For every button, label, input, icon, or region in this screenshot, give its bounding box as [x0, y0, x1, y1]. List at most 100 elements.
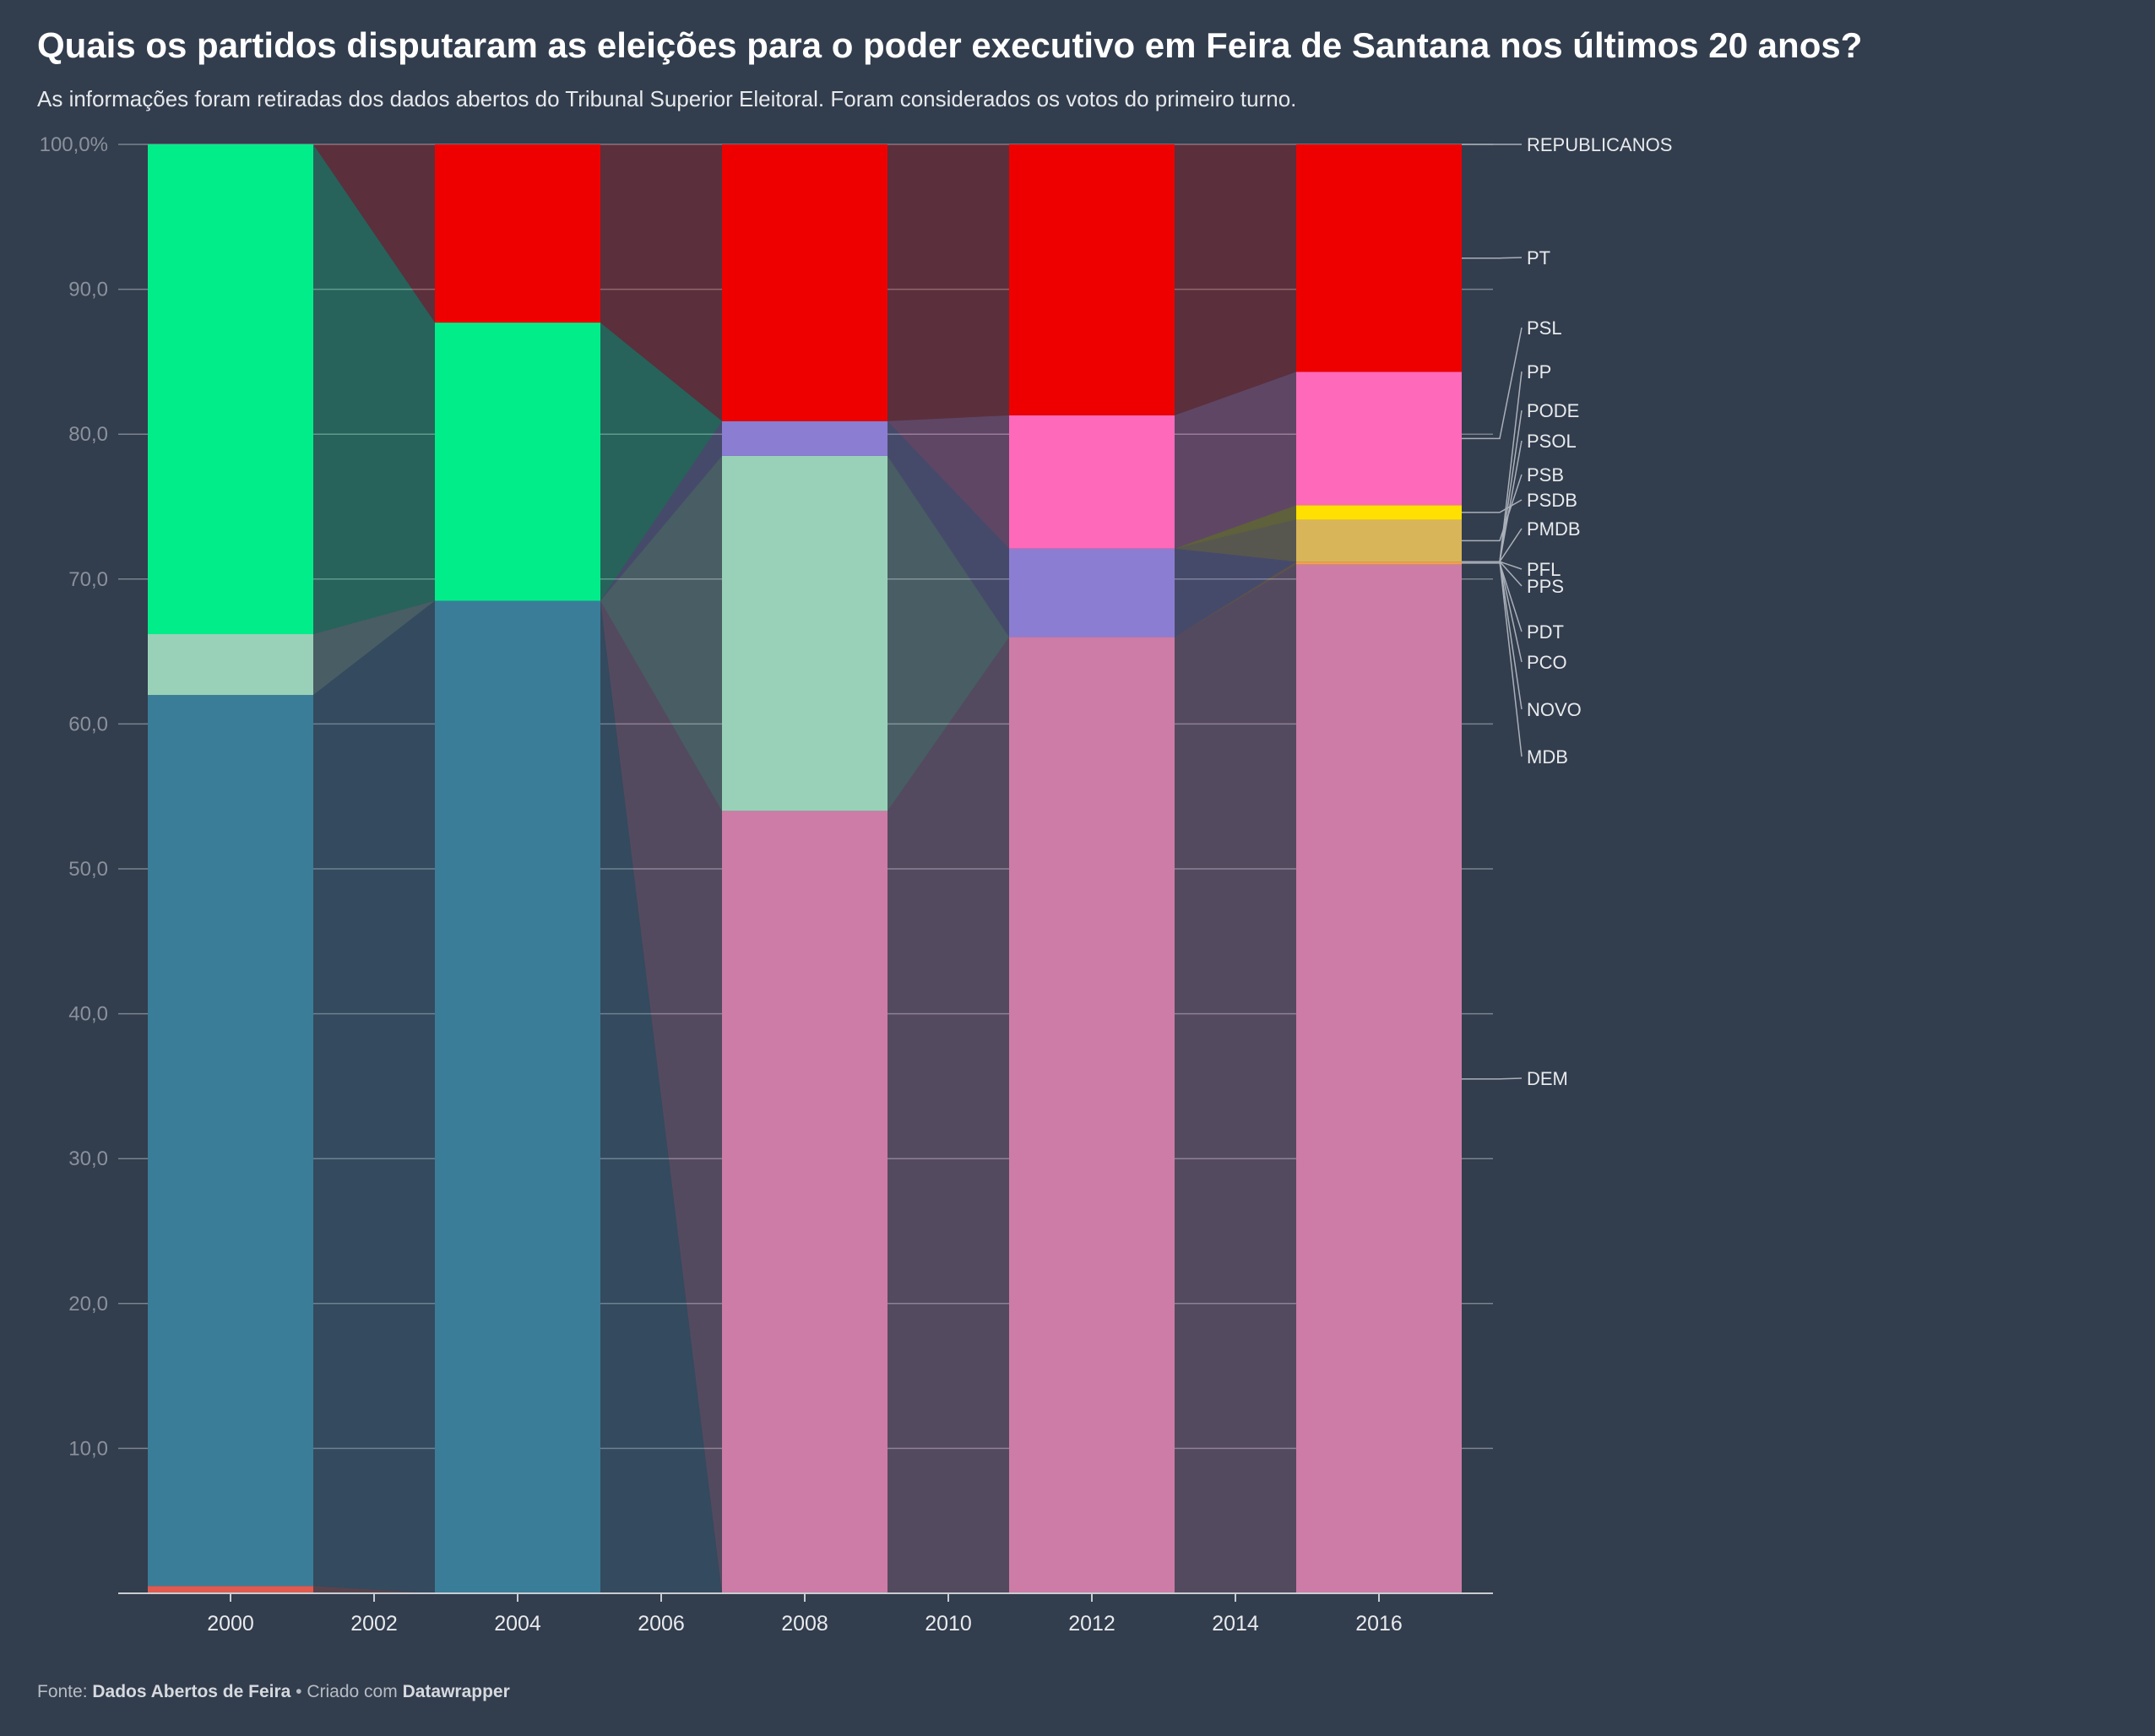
- bar-2000-pco: [148, 1586, 313, 1593]
- y-tick-label: 20,0: [68, 1293, 108, 1316]
- footer-separator: • Criado com: [290, 1682, 403, 1701]
- party-label-psol: PSOL: [1527, 431, 1577, 452]
- party-label-pt: PT: [1527, 247, 1550, 269]
- band-psl: [1175, 372, 1296, 549]
- x-tick-label: 2012: [1068, 1612, 1115, 1636]
- party-label-psb: PSB: [1527, 464, 1564, 486]
- party-label-pp: PP: [1527, 361, 1551, 382]
- chart-subtitle: As informações foram retiradas dos dados…: [37, 86, 1297, 111]
- band-psb: [1175, 519, 1296, 562]
- band-pp: [600, 323, 722, 601]
- y-tick-label: 80,0: [68, 423, 108, 446]
- band-pt: [888, 144, 1009, 421]
- bar-2016-dem: [1296, 564, 1462, 1593]
- bar-2008-dem: [722, 811, 888, 1593]
- party-label-republicanos: REPUBLICANOS: [1527, 134, 1672, 155]
- x-tick-label: 2002: [350, 1612, 398, 1636]
- bars: [148, 144, 1462, 1594]
- party-label-pco: PCO: [1527, 652, 1567, 673]
- band-dem: [600, 600, 722, 1593]
- bar-2012-dem: [1009, 637, 1175, 1594]
- leader-line-pp: [1462, 371, 1523, 562]
- x-tick-label: 2008: [781, 1612, 828, 1636]
- y-tick-label: 70,0: [68, 568, 108, 591]
- party-label-pdt: PDT: [1527, 621, 1564, 643]
- bar-2000-pfl: [148, 695, 313, 1587]
- bar-2008-pmdb: [722, 455, 888, 811]
- party-label-pode: PODE: [1527, 400, 1579, 421]
- y-tick-label: 50,0: [68, 858, 108, 881]
- leader-line-mdb: [1462, 561, 1523, 757]
- band-pp: [313, 144, 435, 635]
- y-tick-label: 60,0: [68, 713, 108, 735]
- party-label-pfl: PFL: [1527, 559, 1561, 580]
- band-pps: [600, 420, 722, 601]
- axes: 10,0 20,0 30,0 40,0 50,0 60,0 70,0 80,0 90,0 100,…: [40, 133, 1493, 1636]
- leader-line-pps: [1462, 561, 1523, 587]
- band-pt: [1175, 144, 1296, 415]
- bar-2016-pt: [1296, 144, 1462, 372]
- leader-line-novo: [1462, 561, 1523, 710]
- band-pfl: [313, 600, 435, 1593]
- band-pmdb: [888, 455, 1009, 811]
- band-pt: [313, 144, 435, 323]
- bar-2000-pmdb: [148, 634, 313, 696]
- band-pt: [600, 144, 722, 421]
- footer-source-name[interactable]: Dados Abertos de Feira: [92, 1682, 291, 1701]
- footer-source-prefix: Fonte:: [37, 1682, 93, 1701]
- chart-title: Quais os partidos disputaram as eleições…: [37, 25, 1863, 65]
- leader-line-psl: [1462, 327, 1523, 440]
- bar-2004-pt: [435, 144, 600, 323]
- bar-2004-pp: [435, 323, 600, 601]
- party-label-pmdb: PMDB: [1527, 518, 1581, 540]
- leader-line-pmdb: [1462, 528, 1523, 562]
- band-pmdb: [600, 455, 722, 811]
- band-psl: [888, 415, 1009, 549]
- band-pco: [313, 1586, 435, 1593]
- y-tick-label: 90,0: [68, 279, 108, 301]
- chart-footer: Fonte: Dados Abertos de Feira • Criado c…: [37, 1682, 510, 1702]
- x-tick-label: 2016: [1355, 1612, 1403, 1636]
- bar-2012-pps: [1009, 548, 1175, 637]
- party-labels: REPUBLICANOS PT PSL PP PODE PSOL PSB PSDB PMDB PF…: [1462, 134, 1672, 1089]
- leader-line-psb: [1462, 474, 1523, 542]
- bar-2016-psdb: [1296, 505, 1462, 520]
- bar-2016-psb: [1296, 519, 1462, 562]
- x-tick-label: 2006: [638, 1612, 685, 1636]
- y-tick-label: 40,0: [68, 1003, 108, 1026]
- footer-tool[interactable]: Datawrapper: [402, 1682, 510, 1701]
- party-label-psdb: PSDB: [1527, 490, 1577, 511]
- party-label-mdb: MDB: [1527, 746, 1568, 768]
- band-pps: [888, 420, 1009, 637]
- bar-2004-pfl: [435, 600, 600, 1593]
- band-pdt: [1175, 561, 1296, 637]
- band-pmdb: [313, 600, 435, 696]
- leader-line-dem: [1462, 1077, 1523, 1080]
- leader-line-psdb: [1462, 499, 1523, 513]
- y-tick-label: 10,0: [68, 1437, 108, 1460]
- x-tick-label: 2000: [207, 1612, 254, 1636]
- band-pps: [1175, 548, 1296, 637]
- x-tick-label: 2004: [494, 1612, 541, 1636]
- y-tick-label: 100,0%: [40, 133, 108, 156]
- band-dem: [888, 637, 1009, 1594]
- party-label-novo: NOVO: [1527, 699, 1582, 720]
- connector-bands: [313, 144, 1296, 1594]
- x-tick-label: 2014: [1212, 1612, 1259, 1636]
- bar-2008-pps: [722, 420, 888, 456]
- bar-2012-psl: [1009, 415, 1175, 549]
- party-label-dem: DEM: [1527, 1068, 1568, 1089]
- party-label-psl: PSL: [1527, 317, 1562, 339]
- party-label-pps: PPS: [1527, 576, 1564, 597]
- band-pfl: [600, 600, 722, 1593]
- bar-2000-pp: [148, 144, 313, 635]
- bar-2012-pt: [1009, 144, 1175, 415]
- band-dem: [1175, 564, 1296, 1593]
- bar-2016-pdt: [1296, 561, 1462, 565]
- bar-2016-psl: [1296, 372, 1462, 506]
- band-psdb: [1175, 505, 1296, 549]
- x-tick-label: 2010: [925, 1612, 972, 1636]
- bar-2008-pt: [722, 144, 888, 421]
- y-tick-label: 30,0: [68, 1147, 108, 1170]
